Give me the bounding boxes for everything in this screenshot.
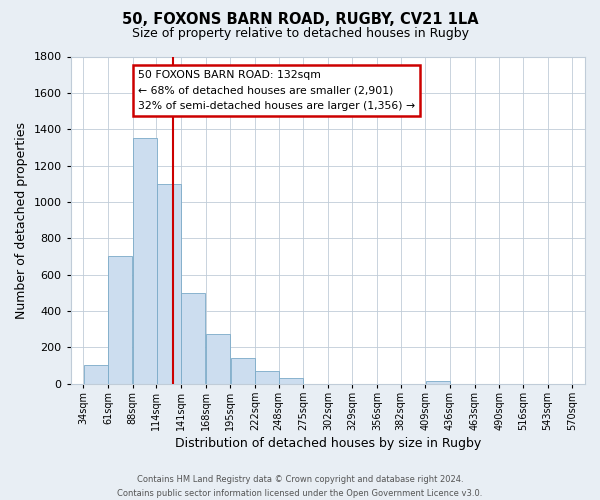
Bar — [109, 256, 133, 384]
Bar — [425, 381, 450, 384]
Bar — [230, 358, 254, 384]
Text: 50, FOXONS BARN ROAD, RUGBY, CV21 1LA: 50, FOXONS BARN ROAD, RUGBY, CV21 1LA — [122, 12, 478, 28]
Bar — [206, 334, 230, 384]
Bar — [279, 378, 303, 384]
Y-axis label: Number of detached properties: Number of detached properties — [15, 122, 28, 318]
Bar — [133, 138, 157, 384]
Text: Contains HM Land Registry data © Crown copyright and database right 2024.
Contai: Contains HM Land Registry data © Crown c… — [118, 476, 482, 498]
Bar — [157, 184, 181, 384]
Text: Size of property relative to detached houses in Rugby: Size of property relative to detached ho… — [131, 28, 469, 40]
X-axis label: Distribution of detached houses by size in Rugby: Distribution of detached houses by size … — [175, 437, 481, 450]
Bar — [181, 292, 205, 384]
Text: 50 FOXONS BARN ROAD: 132sqm
← 68% of detached houses are smaller (2,901)
32% of : 50 FOXONS BARN ROAD: 132sqm ← 68% of det… — [137, 70, 415, 111]
Bar — [255, 371, 279, 384]
Bar — [84, 366, 108, 384]
